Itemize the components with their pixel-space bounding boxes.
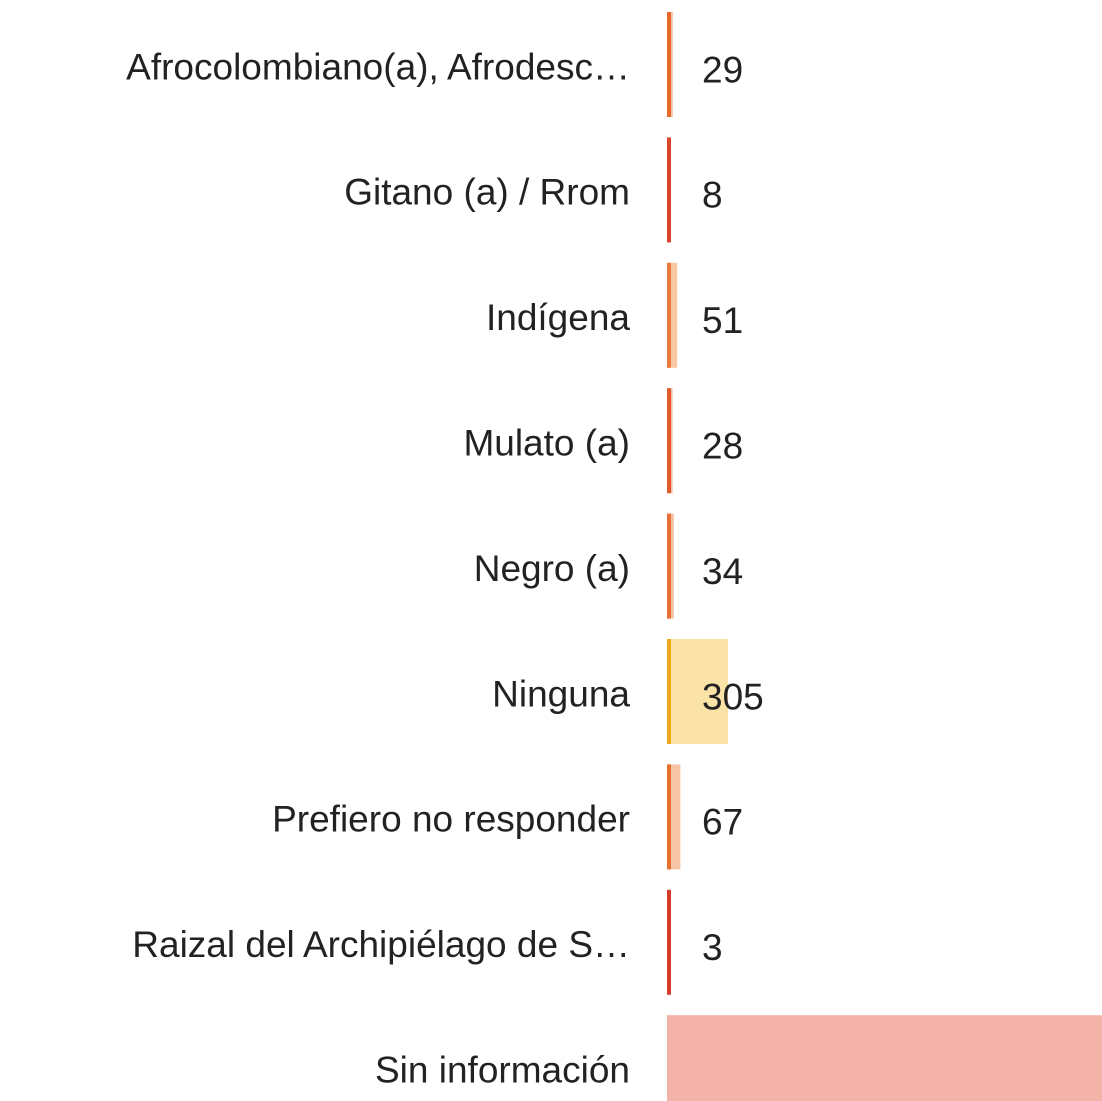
bar-edge — [667, 137, 671, 243]
bar-edge — [667, 12, 671, 117]
category-label: Afrocolombiano(a), Afrodesc… — [126, 46, 630, 87]
data-label: 3 — [702, 927, 723, 968]
data-label: 67 — [702, 802, 743, 843]
category-label: Sin información — [375, 1049, 630, 1090]
bar-edge — [667, 262, 671, 368]
category-label: Negro (a) — [474, 548, 630, 589]
bar-edge — [667, 1015, 671, 1101]
category-label: Indígena — [486, 297, 630, 338]
category-label: Raizal del Archipiélago de S… — [132, 924, 630, 965]
data-label: 29 — [702, 49, 743, 90]
data-label: 51 — [702, 300, 743, 341]
category-label: Gitano (a) / Rrom — [344, 172, 630, 213]
data-label: 8 — [702, 175, 723, 216]
bar-edge — [667, 388, 671, 494]
data-label: 34 — [702, 551, 743, 592]
bar-edge — [667, 764, 671, 870]
bar-edge — [667, 639, 671, 744]
category-label: Prefiero no responder — [272, 799, 630, 840]
category-label: Mulato (a) — [463, 422, 630, 463]
data-label: 305 — [702, 676, 764, 717]
bar — [667, 639, 728, 744]
bar-edge — [667, 513, 671, 619]
bar — [667, 262, 678, 368]
category-label: Ninguna — [492, 673, 630, 714]
bar — [667, 1015, 1102, 1101]
bar-edge — [667, 889, 671, 995]
data-label: 28 — [702, 425, 743, 466]
